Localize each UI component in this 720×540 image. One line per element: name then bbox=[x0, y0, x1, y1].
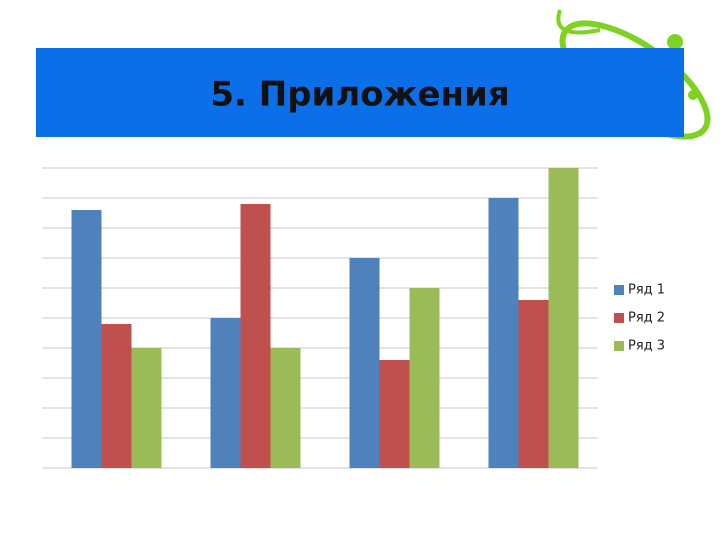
legend-swatch bbox=[614, 313, 624, 323]
legend-swatch bbox=[614, 341, 624, 351]
bar bbox=[488, 198, 519, 468]
legend-label: Ряд 2 bbox=[628, 311, 665, 326]
bar bbox=[349, 258, 380, 468]
bar bbox=[101, 324, 132, 468]
legend-label: Ряд 1 bbox=[628, 283, 665, 298]
bar bbox=[270, 348, 301, 468]
bar bbox=[379, 360, 410, 468]
swoosh bbox=[556, 9, 601, 35]
dot bbox=[688, 90, 698, 100]
legend-swatch bbox=[614, 285, 624, 295]
bar bbox=[71, 210, 102, 468]
title-banner bbox=[36, 48, 684, 137]
bar bbox=[548, 168, 579, 468]
bar bbox=[210, 318, 241, 468]
legend-label: Ряд 3 bbox=[628, 339, 665, 354]
chart-title: 5. Приложения bbox=[210, 75, 509, 115]
bar bbox=[518, 300, 549, 468]
bar bbox=[409, 288, 440, 468]
dot bbox=[667, 34, 683, 50]
bar bbox=[131, 348, 162, 468]
bar bbox=[240, 204, 271, 468]
